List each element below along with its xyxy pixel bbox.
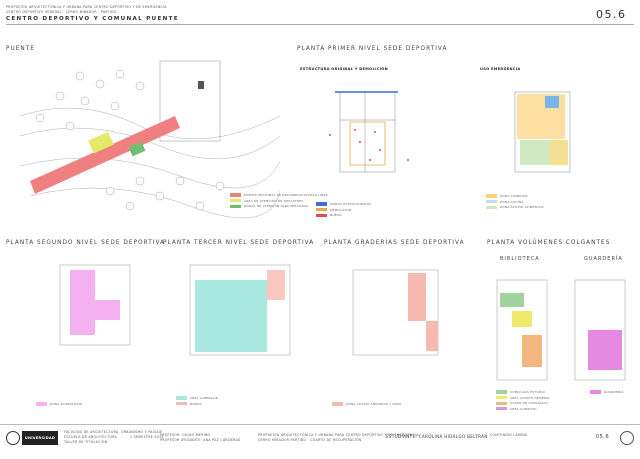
legend-swatch-pink [36, 402, 47, 406]
legend-label: DEMOLICIÓN [330, 207, 352, 212]
p4-title: PLANTA GRADERÍAS SEDE DEPORTIVA [324, 240, 465, 246]
legend-label: MUROS ESTRUCTURALES [330, 202, 372, 206]
legend-label: NUEVO [330, 213, 342, 218]
header-line1: PROPUESTA ARQUITECTÓNICA Y URBANA PARA C… [6, 5, 167, 9]
faculty-line2: ESCUELA DE ARQUITECTURA [64, 435, 117, 439]
legend-label: ÁREA ALBERGUE [190, 396, 218, 400]
legend-label: ZONA ACOPIO ALIMENTOS [500, 205, 544, 210]
header-divider [6, 24, 634, 25]
legend-label: GUARDERÍA [604, 390, 624, 394]
legend-swatch-yellow [230, 199, 241, 203]
p5-legend-b: GUARDERÍA [590, 390, 624, 396]
legend-swatch-orange [496, 401, 507, 405]
legend-swatch-blue [486, 200, 497, 204]
legend-label: ZONA DORMITORIO [50, 402, 83, 406]
p1-subtitle-b: USO EMERGENCIA [480, 67, 521, 71]
p1-emergency-plan [514, 91, 571, 173]
p5-subtitle-b: GUARDERÍA [584, 256, 623, 262]
legend-swatch-orange [316, 208, 327, 212]
project-line2: CERRO MIRADOR PARTIDO · CUARTO DE RECUPE… [258, 438, 362, 442]
p2-title: PLANTA SEGUNDO NIVEL SEDE DEPORTIVA [6, 240, 166, 246]
legend-swatch-green [230, 204, 241, 208]
legend-label: ÁREA COMPUTO [510, 406, 537, 411]
page-title: CENTRO DEPORTIVO Y COMUNAL PUENTE [6, 16, 179, 22]
legend-swatch-pink [590, 390, 601, 394]
university-seal-icon [6, 431, 20, 445]
north-arrow-icon [620, 431, 634, 445]
p1-title: PLANTA PRIMER NIVEL SEDE DEPORTIVA [297, 46, 448, 52]
legend-swatch-salmon [176, 402, 187, 406]
p3-title: PLANTA TERCER NIVEL SEDE DEPORTIVA [163, 240, 315, 246]
legend-swatch-salmon [332, 402, 343, 406]
p5-subtitle-a: BIBLIOTECA [500, 256, 540, 262]
legend-swatch-red [230, 193, 241, 197]
p4-legend: ZONA ACOPIO ARMARIOS Y ROPA [332, 402, 401, 408]
professor: PROFESOR: GUIDO MERINO [160, 433, 211, 437]
legend-swatch-yellow [496, 396, 507, 400]
assistant-professor: PROFESOR AYUDANTE: ANA PAZ CÁRDENAS [160, 438, 241, 442]
legend-label: ZONA COCINA [500, 199, 524, 204]
p3-plan [189, 264, 291, 356]
p1-legend-b: ZONA COMEDOR ZONA COCINA ZONA ACOPIO ALI… [486, 194, 544, 211]
legend-swatch-yellow [486, 194, 497, 198]
header-line2: CENTRO DEPORTIVO VEREDAL · CERRO MIRADOR… [6, 10, 117, 14]
contents-label: CONTENIDO LÁMINA [490, 433, 528, 437]
legend-label: PUENTE PEATONAL DE RECORRIDO/ACCESO LIBR… [244, 193, 328, 197]
legend-label: ZONA COMEDOR [500, 194, 528, 198]
p2-legend: ZONA DORMITORIO [36, 402, 82, 408]
project-line1: PROPUESTA ARQUITECTÓNICA Y URBANA PARA C… [258, 433, 419, 437]
puente-legend: PUENTE PEATONAL DE RECORRIDO/ACCESO LIBR… [230, 193, 328, 210]
puente-site-plan [19, 60, 281, 219]
legend-label: BAÑOS [190, 401, 202, 406]
legend-label: ACERO DE CONSULTAS [510, 401, 548, 406]
student: ESTUDIANTE: CAROLINA HIDALGO BELTRÁN [386, 434, 488, 439]
p5-library-plan [496, 279, 548, 381]
legend-label: ZONA ACOPIO ARMARIOS Y ROPA [346, 402, 402, 406]
footer: UNIVERSIDAD CENTRAL FACULTAD DE ARQUITEC… [0, 424, 640, 454]
legend-swatch-green [486, 205, 497, 209]
legend-swatch-blue [316, 202, 327, 206]
legend-swatch-red [316, 213, 327, 217]
sheet-number: 05.6 [596, 8, 627, 21]
legend-label: ÁREA ACERVO GENERAL [510, 395, 551, 400]
footer-sheet-number: 05.6 [596, 434, 610, 440]
legend-swatch-purple [496, 407, 507, 411]
puente-title: PUENTE [6, 46, 35, 52]
p3-legend: ÁREA ALBERGUE BAÑOS [176, 396, 218, 407]
p1-structure-plan [329, 91, 409, 173]
faculty-line3: TALLER DE TITULACIÓN [64, 440, 108, 444]
semester: 1 SEMESTRE 2015 [130, 435, 164, 439]
p5-title: PLANTA VOLÚMENES COLGANTES [487, 240, 611, 246]
legend-swatch-cyan [176, 396, 187, 400]
p1-legend-a: MUROS ESTRUCTURALES DEMOLICIÓN NUEVO [316, 202, 371, 219]
p1-subtitle-a: ESTRUCTURA ORIGINAL Y DEMOLICIÓN [300, 67, 388, 71]
p5-nursery-plan [574, 279, 626, 381]
faculty-line1: FACULTAD DE ARQUITECTURA, URBANISMO Y PA… [64, 430, 163, 434]
p4-plan [352, 269, 439, 356]
legend-swatch-green [496, 390, 507, 394]
legend-label: ÁREA DE ATENCIÓN DE DESASTRES [244, 198, 304, 203]
p5-legend-a: CUBÍCULOS ESTUDIO ÁREA ACERVO GENERAL AC… [496, 390, 550, 412]
p2-plan [59, 264, 131, 346]
legend-label: ZONAS DE ATENCIÓN PARA PERSONAS [244, 204, 309, 209]
university-logo: UNIVERSIDAD CENTRAL [22, 431, 58, 454]
legend-label: CUBÍCULOS ESTUDIO [510, 390, 546, 394]
